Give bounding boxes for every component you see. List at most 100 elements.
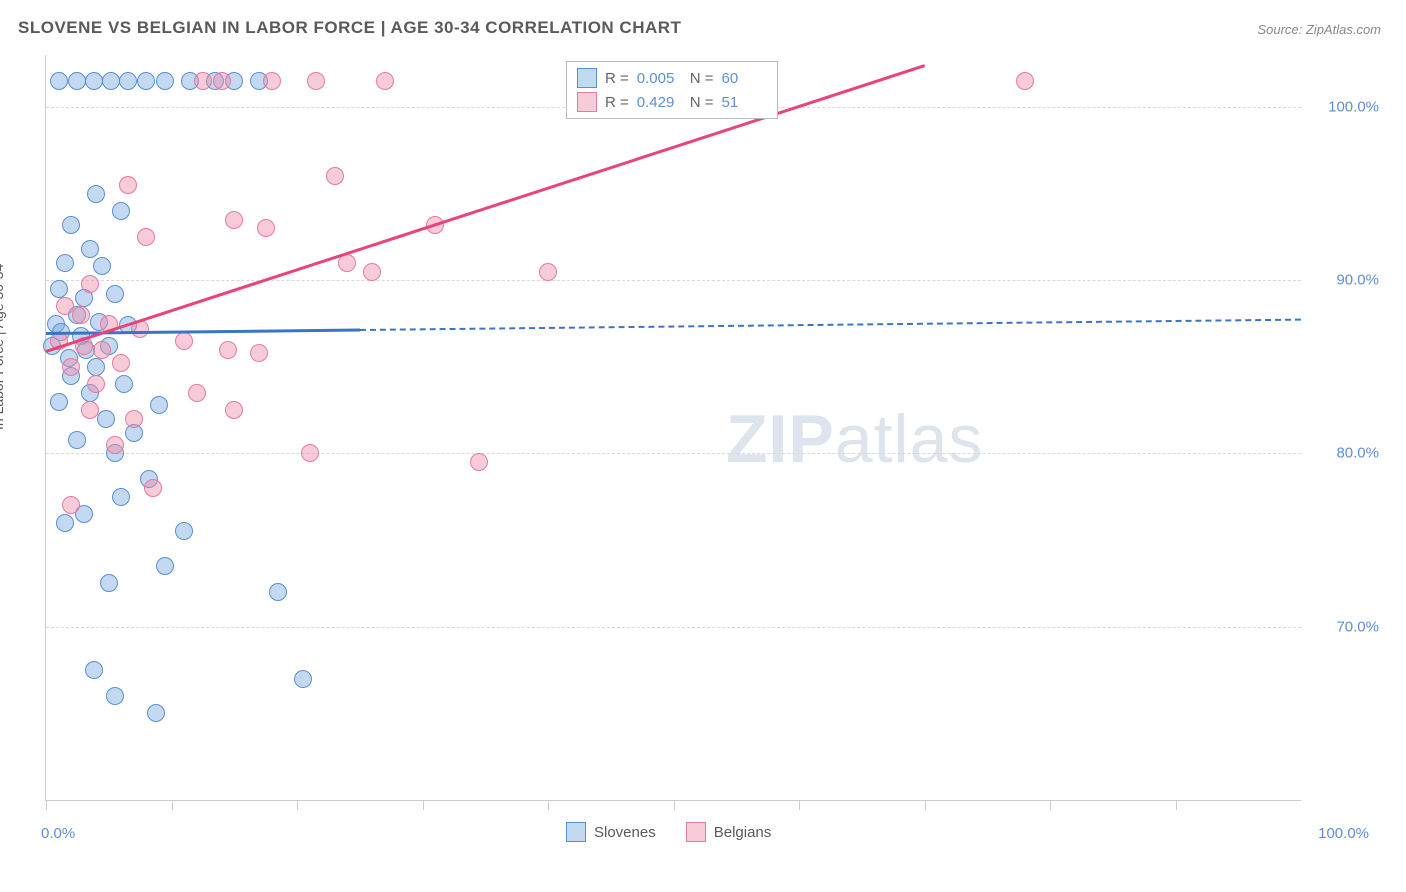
data-point [62, 358, 80, 376]
data-point [81, 401, 99, 419]
belgians-swatch-bottom [686, 822, 706, 842]
y-tick-label: 80.0% [1336, 445, 1379, 462]
data-point [85, 72, 103, 90]
data-point [85, 661, 103, 679]
x-tick [548, 800, 549, 810]
belgians-swatch [577, 92, 597, 112]
data-point [50, 72, 68, 90]
data-point [112, 202, 130, 220]
data-point [119, 176, 137, 194]
legend-item-belgians: Belgians [686, 822, 772, 842]
data-point [56, 297, 74, 315]
data-point [263, 72, 281, 90]
y-tick-label: 70.0% [1336, 618, 1379, 635]
x-tick [46, 800, 47, 810]
slovenes-r-value: 0.005 [637, 70, 682, 87]
y-tick-label: 90.0% [1336, 272, 1379, 289]
data-point [225, 401, 243, 419]
data-point [194, 72, 212, 90]
data-point [188, 384, 206, 402]
trend-line-dashed [360, 318, 1301, 330]
r-label-2: R = [605, 94, 629, 111]
data-point [269, 583, 287, 601]
stats-row-slovenes: R = 0.005 N = 60 [577, 66, 767, 90]
stats-legend: R = 0.005 N = 60 R = 0.429 N = 51 [566, 61, 778, 119]
x-tick [172, 800, 173, 810]
data-point [87, 375, 105, 393]
data-point [213, 72, 231, 90]
data-point [137, 228, 155, 246]
slovenes-swatch-bottom [566, 822, 586, 842]
data-point [147, 704, 165, 722]
source-label: Source: ZipAtlas.com [1257, 22, 1381, 37]
data-point [150, 396, 168, 414]
y-tick-label: 100.0% [1328, 98, 1379, 115]
x-axis-max-label: 100.0% [1318, 825, 1369, 842]
n-label: N = [690, 70, 714, 87]
data-point [376, 72, 394, 90]
x-tick [799, 800, 800, 810]
grid-line [46, 627, 1301, 628]
x-tick [423, 800, 424, 810]
belgians-r-value: 0.429 [637, 94, 682, 111]
grid-line [46, 280, 1301, 281]
data-point [97, 410, 115, 428]
data-point [363, 263, 381, 281]
data-point [62, 216, 80, 234]
data-point [68, 431, 86, 449]
data-point [225, 211, 243, 229]
data-point [326, 167, 344, 185]
data-point [87, 185, 105, 203]
watermark-bold: ZIP [726, 401, 835, 477]
series-legend: Slovenes Belgians [566, 822, 771, 842]
plot-area: ZIPatlas 70.0%80.0%90.0%100.0% 0.0% 100.… [45, 55, 1301, 801]
data-point [106, 687, 124, 705]
data-point [93, 257, 111, 275]
data-point [144, 479, 162, 497]
data-point [72, 306, 90, 324]
n-label-2: N = [690, 94, 714, 111]
legend-item-slovenes: Slovenes [566, 822, 656, 842]
data-point [68, 72, 86, 90]
data-point [106, 285, 124, 303]
r-label: R = [605, 70, 629, 87]
data-point [1016, 72, 1034, 90]
data-point [294, 670, 312, 688]
data-point [115, 375, 133, 393]
chart-title: SLOVENE VS BELGIAN IN LABOR FORCE | AGE … [18, 18, 681, 38]
slovenes-swatch [577, 68, 597, 88]
x-axis-min-label: 0.0% [41, 825, 75, 842]
data-point [175, 522, 193, 540]
grid-line [46, 453, 1301, 454]
belgians-n-value: 51 [722, 94, 767, 111]
data-point [56, 254, 74, 272]
slovenes-n-value: 60 [722, 70, 767, 87]
data-point [470, 453, 488, 471]
data-point [125, 410, 143, 428]
watermark-light: atlas [835, 401, 984, 477]
x-tick [925, 800, 926, 810]
data-point [137, 72, 155, 90]
data-point [250, 344, 268, 362]
data-point [539, 263, 557, 281]
data-point [257, 219, 275, 237]
data-point [156, 72, 174, 90]
stats-row-belgians: R = 0.429 N = 51 [577, 90, 767, 114]
data-point [93, 341, 111, 359]
data-point [81, 240, 99, 258]
data-point [175, 332, 193, 350]
data-point [112, 354, 130, 372]
x-tick [297, 800, 298, 810]
data-point [56, 514, 74, 532]
data-point [81, 275, 99, 293]
data-point [50, 393, 68, 411]
data-point [100, 574, 118, 592]
data-point [307, 72, 325, 90]
data-point [87, 358, 105, 376]
data-point [219, 341, 237, 359]
watermark: ZIPatlas [726, 400, 983, 478]
x-tick [1176, 800, 1177, 810]
data-point [156, 557, 174, 575]
data-point [102, 72, 120, 90]
data-point [50, 280, 68, 298]
